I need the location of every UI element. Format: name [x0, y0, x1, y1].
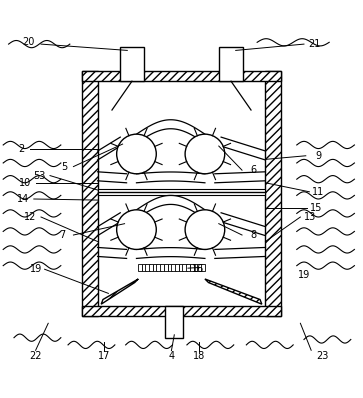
Bar	[179, 264, 183, 271]
Text: 6: 6	[250, 165, 257, 175]
Text: 4: 4	[168, 351, 175, 361]
Polygon shape	[205, 279, 262, 304]
Text: 7: 7	[60, 230, 66, 240]
Text: 21: 21	[309, 39, 321, 49]
Text: 13: 13	[304, 212, 317, 222]
Text: 53: 53	[33, 171, 45, 181]
Text: 20: 20	[22, 37, 34, 47]
Bar	[201, 264, 205, 271]
Bar	[175, 264, 179, 271]
Bar	[265, 71, 281, 316]
Text: 11: 11	[312, 187, 325, 197]
Bar	[138, 264, 142, 271]
Bar	[168, 264, 172, 271]
Circle shape	[185, 210, 225, 250]
Circle shape	[117, 134, 156, 174]
Text: 19: 19	[29, 264, 42, 274]
Bar	[156, 264, 161, 271]
Bar	[98, 189, 265, 195]
Bar	[160, 264, 164, 271]
Bar	[165, 306, 183, 338]
Polygon shape	[101, 279, 138, 304]
Text: 19: 19	[298, 270, 310, 280]
Bar	[186, 264, 191, 271]
Text: 9: 9	[315, 151, 322, 161]
Text: 2: 2	[18, 144, 24, 154]
Text: 18: 18	[193, 351, 205, 361]
Text: 23: 23	[316, 351, 328, 361]
Bar	[82, 306, 281, 316]
Bar	[183, 264, 187, 271]
Bar	[120, 47, 144, 81]
Circle shape	[185, 134, 225, 174]
Text: 14: 14	[17, 194, 29, 204]
Bar	[82, 71, 281, 81]
Bar	[142, 264, 146, 271]
Bar	[149, 264, 153, 271]
Circle shape	[117, 210, 156, 250]
Bar	[145, 264, 150, 271]
Text: 15: 15	[310, 203, 323, 213]
Text: 22: 22	[29, 351, 42, 361]
Text: 16: 16	[192, 264, 204, 274]
Bar	[190, 264, 194, 271]
Bar	[219, 47, 243, 81]
Bar	[197, 264, 201, 271]
Bar	[171, 264, 176, 271]
Text: 17: 17	[98, 351, 110, 361]
Bar	[164, 264, 168, 271]
Text: 8: 8	[250, 230, 257, 240]
Bar	[82, 71, 98, 316]
Text: 10: 10	[19, 178, 31, 188]
Text: 12: 12	[24, 212, 36, 222]
Text: 5: 5	[61, 162, 68, 172]
Bar	[193, 264, 198, 271]
Bar	[153, 264, 157, 271]
